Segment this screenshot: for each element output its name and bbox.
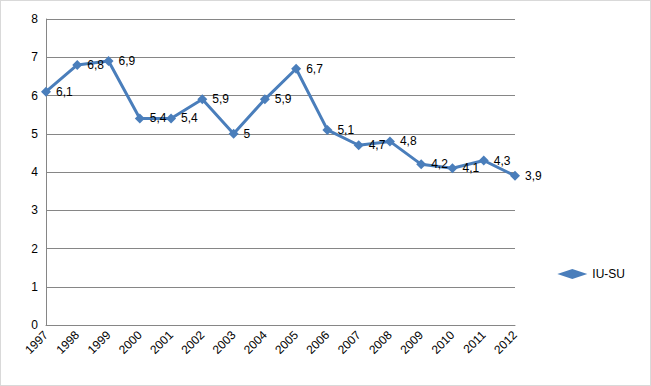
svg-text:1998: 1998 [53, 328, 82, 357]
svg-text:5,1: 5,1 [337, 123, 354, 137]
svg-text:2004: 2004 [241, 328, 270, 357]
svg-text:2009: 2009 [397, 328, 426, 357]
svg-text:3,9: 3,9 [525, 169, 542, 183]
svg-text:4,1: 4,1 [462, 161, 479, 175]
svg-text:4,7: 4,7 [369, 138, 386, 152]
svg-text:2012: 2012 [491, 328, 520, 357]
svg-text:1997: 1997 [22, 328, 51, 357]
svg-text:2005: 2005 [272, 328, 301, 357]
svg-text:2001: 2001 [147, 328, 176, 357]
svg-text:1: 1 [31, 280, 38, 294]
svg-text:2: 2 [31, 242, 38, 256]
svg-text:8: 8 [31, 12, 38, 26]
svg-text:2010: 2010 [429, 328, 458, 357]
svg-text:2011: 2011 [461, 328, 489, 356]
svg-text:7: 7 [31, 50, 38, 64]
svg-text:2002: 2002 [179, 328, 208, 357]
svg-text:5,4: 5,4 [181, 111, 198, 125]
svg-text:4,8: 4,8 [400, 134, 417, 148]
svg-text:5,4: 5,4 [150, 111, 167, 125]
svg-text:6,9: 6,9 [119, 54, 136, 68]
svg-text:6,1: 6,1 [56, 85, 73, 99]
svg-text:4,2: 4,2 [431, 157, 448, 171]
svg-text:5: 5 [31, 127, 38, 141]
svg-text:4: 4 [31, 165, 38, 179]
svg-text:4,3: 4,3 [494, 154, 511, 168]
svg-text:2006: 2006 [304, 328, 333, 357]
svg-text:0: 0 [31, 318, 38, 332]
svg-text:1999: 1999 [85, 328, 114, 357]
svg-text:2003: 2003 [210, 328, 239, 357]
svg-text:5,9: 5,9 [275, 92, 292, 106]
svg-text:6: 6 [31, 89, 38, 103]
svg-text:IU-SU: IU-SU [592, 267, 625, 281]
svg-text:3: 3 [31, 203, 38, 217]
svg-text:6,7: 6,7 [306, 62, 323, 76]
svg-text:5,9: 5,9 [212, 92, 229, 106]
svg-text:2008: 2008 [366, 328, 395, 357]
svg-text:6,8: 6,8 [87, 58, 104, 72]
svg-text:2007: 2007 [335, 328, 364, 357]
svg-text:5: 5 [244, 127, 251, 141]
svg-text:2000: 2000 [116, 328, 145, 357]
